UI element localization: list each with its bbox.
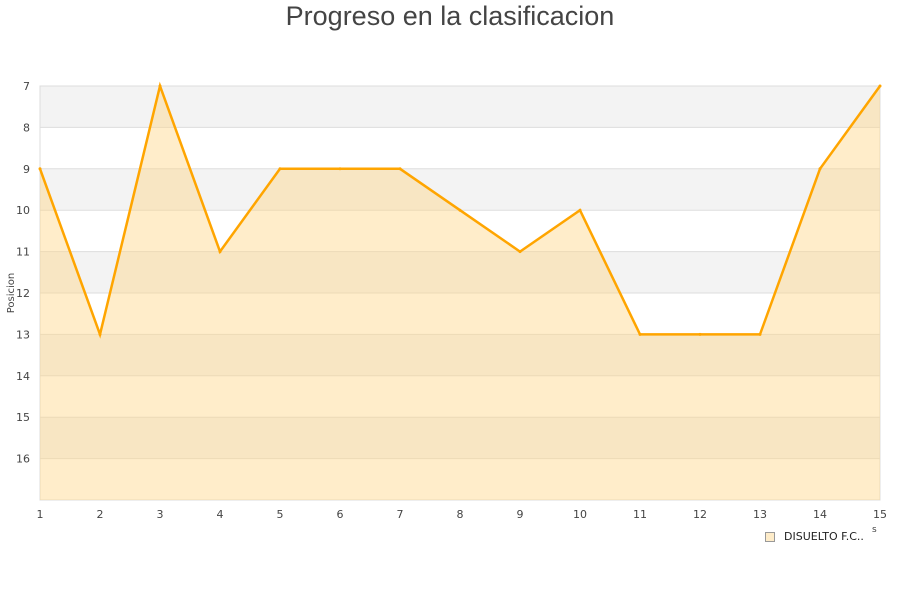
x-tick-label: 10	[573, 508, 587, 521]
data-point	[38, 167, 42, 171]
data-point	[338, 167, 342, 171]
stray-label: s	[872, 525, 877, 535]
y-tick-label: 15	[16, 411, 30, 424]
series-area	[40, 86, 880, 500]
data-point	[278, 167, 282, 171]
data-point	[398, 167, 402, 171]
y-tick-label: 8	[23, 121, 30, 134]
grid-band	[40, 334, 880, 376]
grid-band	[40, 417, 880, 459]
data-point	[158, 84, 162, 88]
x-tick-label: 4	[217, 508, 224, 521]
y-tick-label: 16	[16, 453, 30, 466]
y-tick-label: 14	[16, 370, 30, 383]
x-tick-label: 11	[633, 508, 647, 521]
data-point	[518, 250, 522, 254]
y-tick-label: 9	[23, 163, 30, 176]
plot-border	[39, 85, 881, 501]
legend[interactable]: DISUELTO F.C..	[765, 530, 864, 543]
data-point	[218, 250, 222, 254]
y-tick-label: 11	[16, 246, 30, 259]
data-point	[578, 208, 582, 212]
grid-band	[40, 86, 880, 128]
x-tick-label: 5	[277, 508, 284, 521]
y-tick-label: 12	[16, 287, 30, 300]
x-tick-label: 14	[813, 508, 827, 521]
data-point	[818, 167, 822, 171]
x-tick-label: 9	[517, 508, 524, 521]
legend-swatch	[765, 531, 775, 542]
y-tick-label: 10	[16, 204, 30, 217]
x-tick-label: 13	[753, 508, 767, 521]
y-axis-label: Posicion	[6, 273, 17, 314]
x-tick-label: 3	[157, 508, 164, 521]
x-tick-label: 15	[873, 508, 887, 521]
x-tick-label: 6	[337, 508, 344, 521]
grid-band	[40, 251, 880, 293]
data-point	[878, 84, 882, 88]
legend-label: DISUELTO F.C..	[784, 530, 864, 543]
x-tick-label: 12	[693, 508, 707, 521]
data-point	[698, 332, 702, 336]
x-tick-label: 8	[457, 508, 464, 521]
y-tick-label: 7	[23, 80, 30, 93]
chart-title: Progreso en la clasificacion	[285, 1, 615, 31]
data-point	[98, 332, 102, 336]
x-tick-label: 7	[397, 508, 404, 521]
x-tick-label: 1	[37, 508, 44, 521]
data-point	[458, 208, 462, 212]
grid-band	[40, 168, 880, 211]
y-tick-label: 13	[16, 328, 30, 341]
data-point	[758, 332, 762, 336]
data-point	[638, 332, 642, 336]
x-tick-label: 2	[97, 508, 104, 521]
